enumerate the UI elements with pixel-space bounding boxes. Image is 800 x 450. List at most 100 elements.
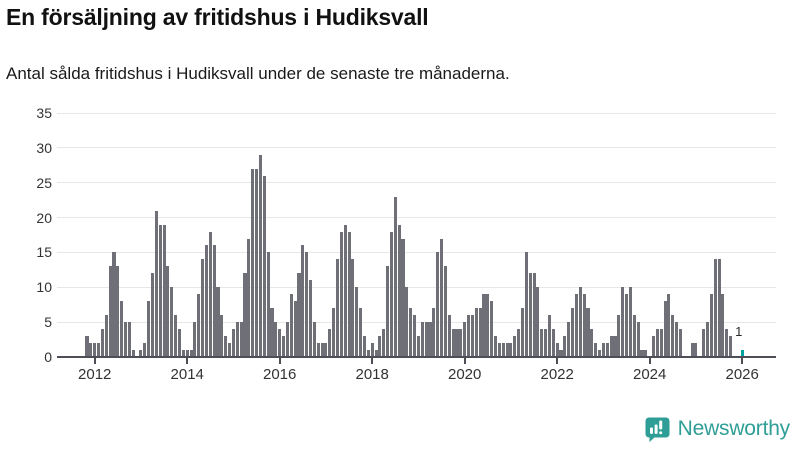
y-axis-label: 30 [36, 139, 52, 156]
axis-tick [463, 358, 466, 364]
highlight-bar [740, 350, 744, 357]
bar [428, 322, 432, 357]
bar [497, 343, 501, 357]
bar [258, 154, 262, 357]
bar [177, 329, 182, 357]
bar [370, 343, 374, 357]
bar [493, 336, 498, 357]
bar [266, 252, 270, 357]
bar [409, 308, 413, 357]
x-axis-label: 2018 [355, 366, 389, 383]
bar [721, 294, 725, 357]
bar [617, 315, 621, 357]
bar [436, 252, 440, 357]
bar [197, 294, 201, 357]
gridline [57, 286, 776, 288]
bar [563, 336, 567, 357]
y-axis-label: 20 [36, 209, 52, 226]
bar [486, 294, 490, 357]
bar [386, 266, 390, 357]
x-axis-label: 2022 [540, 366, 574, 383]
bar [578, 287, 582, 357]
bar [528, 273, 532, 357]
bar [185, 350, 189, 357]
bar [644, 350, 648, 357]
bar [590, 329, 594, 357]
bar [663, 301, 667, 357]
bar [702, 329, 706, 357]
bar [567, 322, 571, 357]
bar [694, 343, 698, 357]
bar [405, 287, 409, 357]
newsworthy-logo[interactable]: Newsworthy [644, 414, 790, 444]
bar [297, 273, 301, 357]
gridline [57, 251, 776, 253]
bar [520, 308, 525, 357]
bar [725, 329, 729, 357]
bar [170, 287, 174, 357]
bar [374, 350, 378, 357]
bar [289, 294, 293, 357]
bar [285, 322, 289, 357]
y-axis-label: 5 [44, 314, 52, 331]
axis-tick [186, 358, 189, 364]
bar [108, 266, 112, 357]
bar [131, 350, 135, 357]
bar [517, 329, 521, 357]
y-axis-label: 15 [36, 244, 52, 261]
bar [231, 329, 235, 357]
bar [308, 280, 313, 357]
bar [401, 238, 405, 357]
bar [100, 329, 104, 357]
bar [524, 252, 528, 357]
bar [574, 294, 578, 357]
x-axis-label: 2026 [725, 366, 759, 383]
bar [282, 336, 286, 357]
bar [690, 343, 694, 357]
bar [397, 224, 401, 357]
bar [224, 336, 228, 357]
bar [709, 294, 713, 357]
bar [274, 322, 278, 357]
bar [127, 322, 131, 357]
bar [378, 336, 382, 357]
bar [239, 322, 243, 357]
bar [154, 210, 158, 357]
bar [251, 168, 255, 357]
bar [255, 168, 259, 357]
bar [208, 231, 212, 357]
bar [678, 329, 683, 357]
y-axis-label: 25 [36, 174, 52, 191]
bar [651, 336, 656, 357]
gridline [57, 112, 776, 114]
bar [212, 245, 216, 357]
bar [598, 350, 602, 357]
bar [270, 308, 274, 357]
axis-tick [648, 358, 651, 364]
gridline [57, 321, 776, 323]
bar [382, 329, 386, 357]
bar [351, 259, 355, 357]
bar [705, 322, 710, 357]
bar [455, 329, 459, 357]
axis-tick [556, 358, 559, 364]
bar [139, 350, 143, 357]
bar [174, 315, 178, 357]
bar [555, 343, 559, 357]
bar [463, 322, 467, 357]
bar [420, 322, 424, 357]
bar [470, 315, 474, 357]
bar-value-label: 1 [735, 324, 743, 340]
bar [501, 343, 505, 357]
bar [424, 322, 428, 357]
x-axis-label: 2014 [170, 366, 204, 383]
bar [621, 287, 625, 357]
bar [675, 322, 679, 357]
x-axis-label: 2020 [448, 366, 482, 383]
bar [85, 336, 89, 357]
bar [632, 315, 636, 357]
chart-subtitle: Antal sålda fritidshus i Hudiksvall unde… [6, 64, 510, 83]
bar [625, 294, 629, 357]
bar [671, 315, 675, 357]
bar [544, 329, 548, 357]
